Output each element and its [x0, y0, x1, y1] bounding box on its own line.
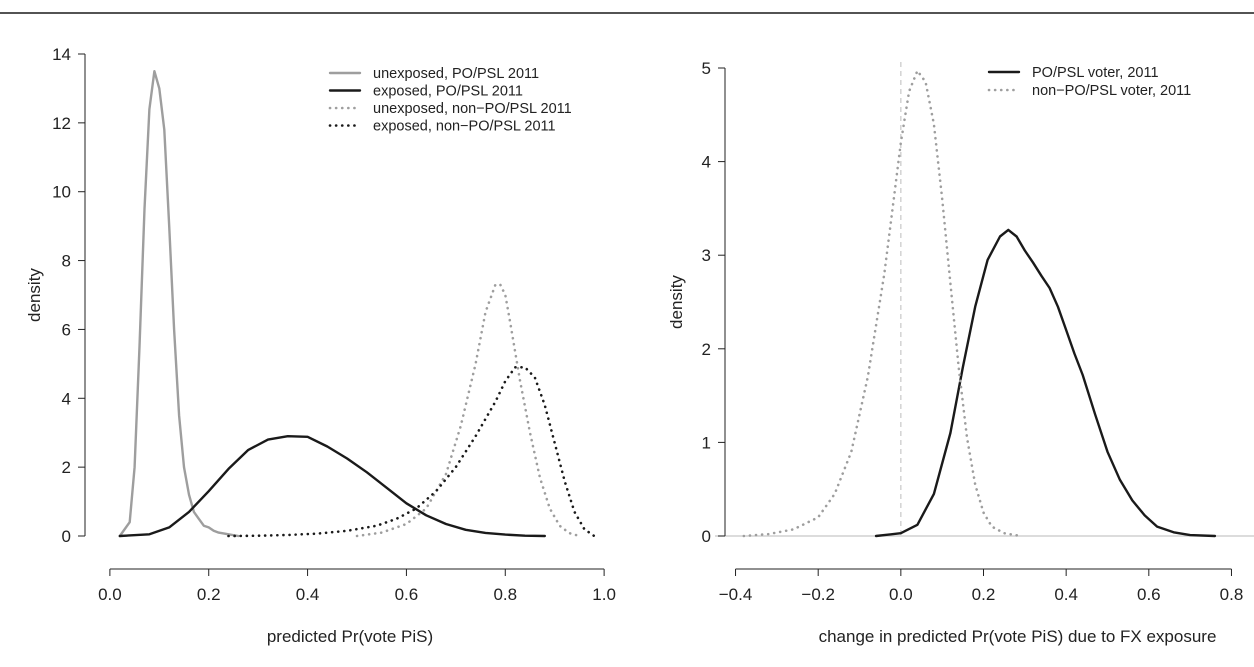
- y-tick-label: 5: [702, 59, 711, 78]
- chart-predicted-density: 0 2 4 6 8 10 12 14 0.0 0.2 0.4 0.6 0.8 1.0 predicted P…: [25, 45, 616, 646]
- series-line-1: [874, 228, 1217, 538]
- legend-label: unexposed, PO/PSL 2011: [373, 66, 539, 82]
- y-tick-label: 1: [702, 433, 711, 452]
- y-tick-label: 2: [62, 458, 71, 477]
- chart-change-density: 0 1 2 3 4 5 −0.4 −0.2 0.0 0.2 0.4 0.6 0.8 change in p…: [667, 59, 1254, 646]
- x-tick-label: 0.6: [395, 585, 419, 604]
- y-tick-label: 3: [702, 246, 711, 265]
- series-line-1: [118, 70, 240, 538]
- y-tick-label: 4: [702, 153, 711, 172]
- x-tick-label: 0.4: [296, 585, 320, 604]
- y-tick-label: 6: [62, 320, 71, 339]
- page-header-rule: [0, 12, 1254, 14]
- legend-label: non−PO/PSL voter, 2011: [1032, 83, 1191, 99]
- x-tick-label: −0.2: [801, 585, 835, 604]
- y-tick-label: 14: [52, 45, 71, 64]
- legend-label: unexposed, non−PO/PSL 2011: [373, 101, 572, 117]
- x-tick-label: 0.2: [972, 585, 996, 604]
- y-tick-label: 4: [62, 389, 71, 408]
- series-line-2: [742, 69, 1022, 538]
- series-line-2: [118, 435, 546, 538]
- x-tick-label: 0.8: [493, 585, 517, 604]
- y-tick-label: 8: [62, 252, 71, 271]
- x-tick-label: 0.0: [98, 585, 122, 604]
- x-tick-label: 0.6: [1137, 585, 1161, 604]
- y-tick-label: 12: [52, 114, 71, 133]
- y-tick-label: 2: [702, 340, 711, 359]
- x-tick-label: 0.4: [1054, 585, 1078, 604]
- y-axis-title: density: [25, 268, 44, 322]
- y-tick-label: 10: [52, 183, 71, 202]
- x-tick-label: −0.4: [719, 585, 753, 604]
- y-tick-label: 0: [702, 527, 711, 546]
- legend-label: PO/PSL voter, 2011: [1032, 65, 1159, 81]
- series-line-3: [355, 283, 581, 538]
- x-tick-label: 0.0: [889, 585, 913, 604]
- x-axis-title: change in predicted Pr(vote PiS) due to …: [819, 627, 1217, 646]
- x-tick-label: 0.2: [197, 585, 221, 604]
- y-axis-title: density: [667, 275, 686, 329]
- legend-label: exposed, non−PO/PSL 2011: [373, 119, 556, 135]
- legend-label: exposed, PO/PSL 2011: [373, 84, 523, 100]
- y-tick-label: 0: [62, 527, 71, 546]
- x-tick-label: 0.8: [1220, 585, 1244, 604]
- series-line-4: [227, 366, 596, 538]
- x-axis-title: predicted Pr(vote PiS): [267, 627, 433, 646]
- x-tick-label: 1.0: [592, 585, 616, 604]
